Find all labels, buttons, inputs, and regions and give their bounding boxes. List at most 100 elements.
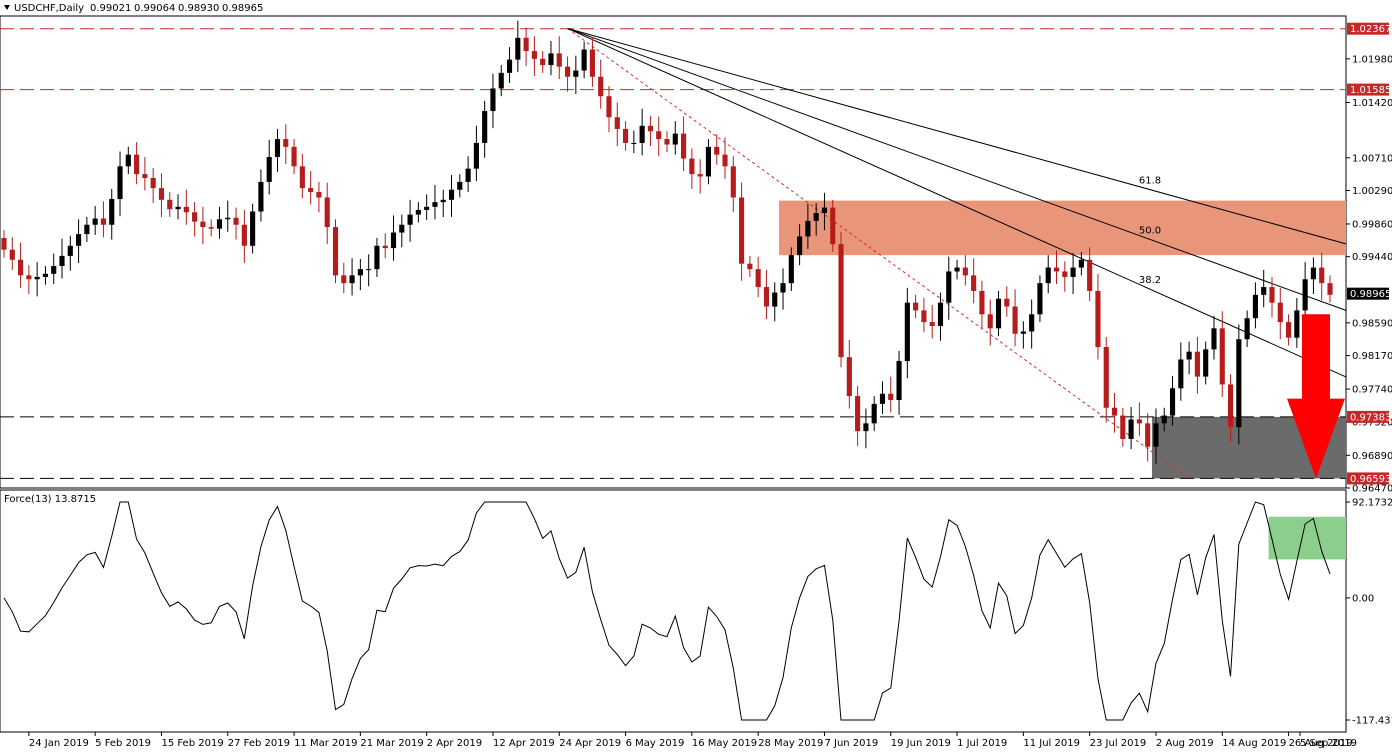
candle-body	[208, 227, 214, 229]
candle-body	[1153, 423, 1159, 447]
candle-body	[896, 361, 902, 400]
candle-body	[689, 158, 695, 175]
candle-body	[1145, 423, 1151, 447]
price-tick-label: 0.98590	[1352, 318, 1392, 329]
collapse-triangle-icon[interactable]	[4, 5, 10, 10]
candle-body	[722, 154, 728, 167]
candle-body	[564, 66, 571, 77]
force-bullish-zone	[1268, 516, 1346, 560]
candle-body	[465, 168, 471, 182]
candle-body	[631, 142, 637, 144]
candle-body	[125, 154, 131, 167]
candle-body	[1161, 415, 1167, 424]
candle-body	[1261, 287, 1267, 295]
candle-body	[117, 166, 123, 200]
candle-body	[1194, 351, 1200, 377]
time-tick-label: 15 Feb 2019	[161, 738, 223, 749]
candle-body	[656, 131, 662, 140]
chart-header: USDCHF,Daily	[14, 3, 84, 14]
candle-body	[341, 275, 347, 284]
candle-body	[308, 188, 314, 193]
candle-body	[598, 76, 604, 97]
candle-body	[473, 142, 479, 169]
candle-body	[1120, 415, 1126, 439]
price-tag-label: 1.01585	[1350, 85, 1391, 96]
candle-body	[531, 51, 537, 59]
candle-body	[639, 125, 645, 143]
candle-body	[92, 218, 98, 225]
candle-body	[67, 245, 73, 256]
candle-body	[192, 212, 198, 222]
price-tick-label: 0.96470	[1352, 484, 1392, 495]
candle-body	[714, 146, 720, 155]
candle-body	[929, 322, 935, 326]
candle-body	[780, 283, 786, 293]
candle-body	[681, 133, 687, 159]
price-tick-label: 0.99860	[1352, 219, 1392, 230]
time-tick-label: 1 Jul 2019	[957, 738, 1007, 749]
time-tick-label: 26 Aug 2019	[1289, 738, 1353, 749]
candle-body	[888, 393, 894, 400]
price-tag-box	[1347, 22, 1389, 35]
time-tick-label: 19 Jun 2019	[891, 738, 951, 749]
candle-body	[299, 166, 305, 189]
candle-body	[490, 88, 496, 112]
candle-body	[18, 259, 24, 276]
candle-body	[1062, 271, 1068, 277]
candle-body	[1211, 328, 1217, 350]
candle-body	[250, 211, 256, 246]
candle-body	[1053, 267, 1060, 272]
candle-body	[548, 53, 554, 66]
fib-fan-line-1	[567, 27, 1347, 311]
time-tick-label: 16 May 2019	[692, 738, 757, 749]
candle-body	[581, 49, 587, 71]
candle-body	[863, 423, 869, 432]
candle-body	[34, 276, 40, 280]
candle-body	[846, 357, 852, 397]
candle-body	[100, 218, 107, 225]
candle-body	[954, 267, 960, 272]
time-tick-label: 6 May 2019	[626, 738, 685, 749]
candle-body	[821, 207, 828, 214]
candle-body	[1012, 306, 1018, 334]
candle-body	[622, 128, 629, 143]
candle-body	[183, 206, 189, 213]
candle-body	[1078, 259, 1084, 268]
time-tick-label: 28 May 2019	[758, 738, 823, 749]
candle-body	[1029, 314, 1035, 332]
candle-body	[904, 302, 910, 362]
candle-body	[855, 396, 861, 432]
time-tick-label: 5 Sep 2019	[1300, 738, 1357, 749]
time-tick-label: 24 Jan 2019	[29, 738, 89, 749]
candle-body	[1219, 328, 1225, 385]
candle-body	[1070, 267, 1076, 277]
candle-body	[763, 287, 770, 307]
candle-body	[1128, 419, 1134, 439]
candle-body	[871, 403, 877, 424]
candle-body	[59, 255, 65, 267]
time-tick-label: 7 Jun 2019	[824, 738, 878, 749]
candle-body	[382, 245, 388, 249]
time-tick-label: 11 Mar 2019	[294, 738, 357, 749]
zone-resistance	[779, 200, 1346, 256]
candle-body	[349, 275, 355, 284]
price-tick-label: 1.01420	[1352, 98, 1392, 109]
candle-body	[241, 224, 247, 246]
force-axis: 92.1732 0.00 -117.431	[1346, 498, 1392, 727]
candle-body	[150, 178, 156, 189]
header-value-open: 0.99021	[90, 3, 131, 14]
candle-body	[739, 197, 745, 264]
price-axis: 1.01980 1.01420 1.00710 1.00290 0.99860 0.994…	[1346, 54, 1392, 495]
candle-body	[216, 219, 223, 229]
price-tag-box	[1347, 472, 1389, 485]
time-tick-label: 5 Feb 2019	[95, 738, 151, 749]
candles	[1, 20, 1333, 464]
candle-body	[1277, 302, 1283, 323]
candle-body	[515, 37, 521, 60]
candle-body	[1327, 283, 1333, 295]
price-tag-label: 0.97383	[1350, 412, 1391, 423]
candle-body	[705, 146, 712, 177]
time-tick-label: 2 Apr 2019	[427, 738, 482, 749]
candle-body	[200, 221, 206, 228]
price-tick-label: 0.99440	[1352, 252, 1392, 263]
